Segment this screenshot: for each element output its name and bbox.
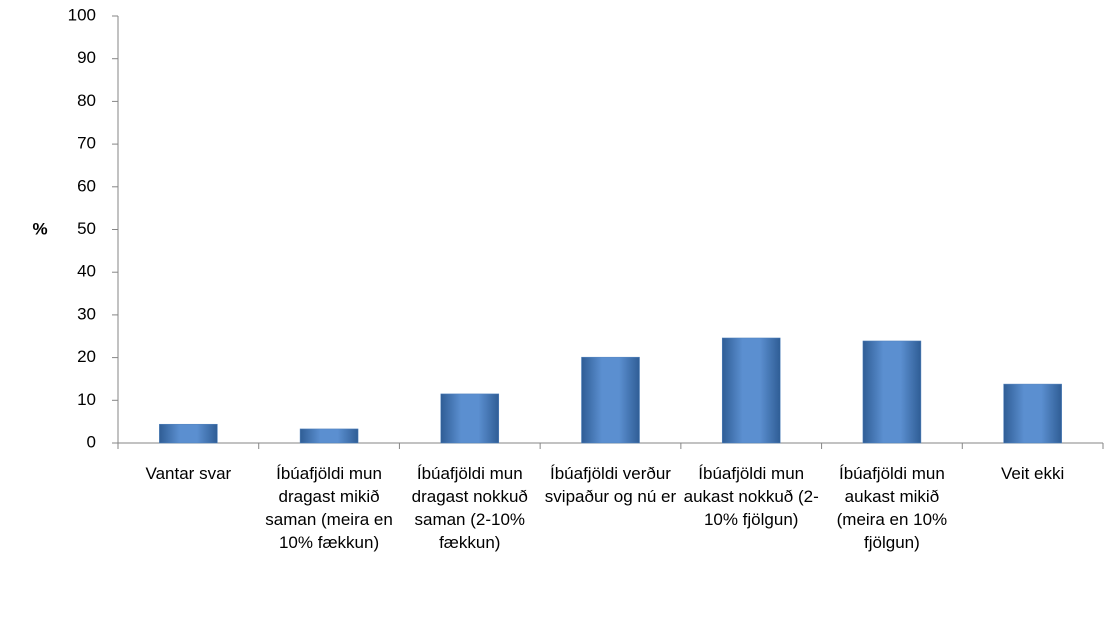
y-tick-label: 20: [77, 347, 96, 366]
y-tick-label: 60: [77, 176, 96, 195]
y-tick-label: 90: [77, 48, 96, 67]
x-tick-label: Íbúafjöldi mun aukast nokkuð (2-10% fjöl…: [683, 464, 819, 529]
x-tick-label: Veit ekki: [1000, 464, 1065, 483]
bar: [581, 356, 640, 444]
y-tick-label: 70: [77, 134, 96, 153]
x-tick-label: Íbúafjöldi verður svipaður og nú er: [544, 464, 677, 506]
bar: [862, 340, 922, 444]
y-tick-label: 100: [68, 5, 96, 24]
x-tick-label: Íbúafjöldi mun aukast mikið (meira en 10…: [836, 464, 948, 552]
bar: [721, 337, 781, 444]
x-tick-label: Íbúafjöldi mun dragast mikið saman (meir…: [265, 464, 393, 552]
bar: [159, 423, 218, 444]
y-tick-label: 10: [77, 390, 96, 409]
bar: [1003, 383, 1062, 444]
y-tick-label: 30: [77, 304, 96, 323]
x-tick-label: Vantar svar: [145, 464, 232, 483]
y-tick-label: 40: [77, 262, 96, 281]
bar: [299, 428, 359, 444]
x-tick-label: Íbúafjöldi mun dragast nokkuð saman (2-1…: [411, 464, 528, 552]
y-tick-label: 80: [77, 91, 96, 110]
y-tick-label: 0: [87, 432, 96, 451]
y-axis-label: %: [32, 219, 47, 238]
bar: [440, 393, 500, 444]
y-tick-label: 50: [77, 219, 96, 238]
